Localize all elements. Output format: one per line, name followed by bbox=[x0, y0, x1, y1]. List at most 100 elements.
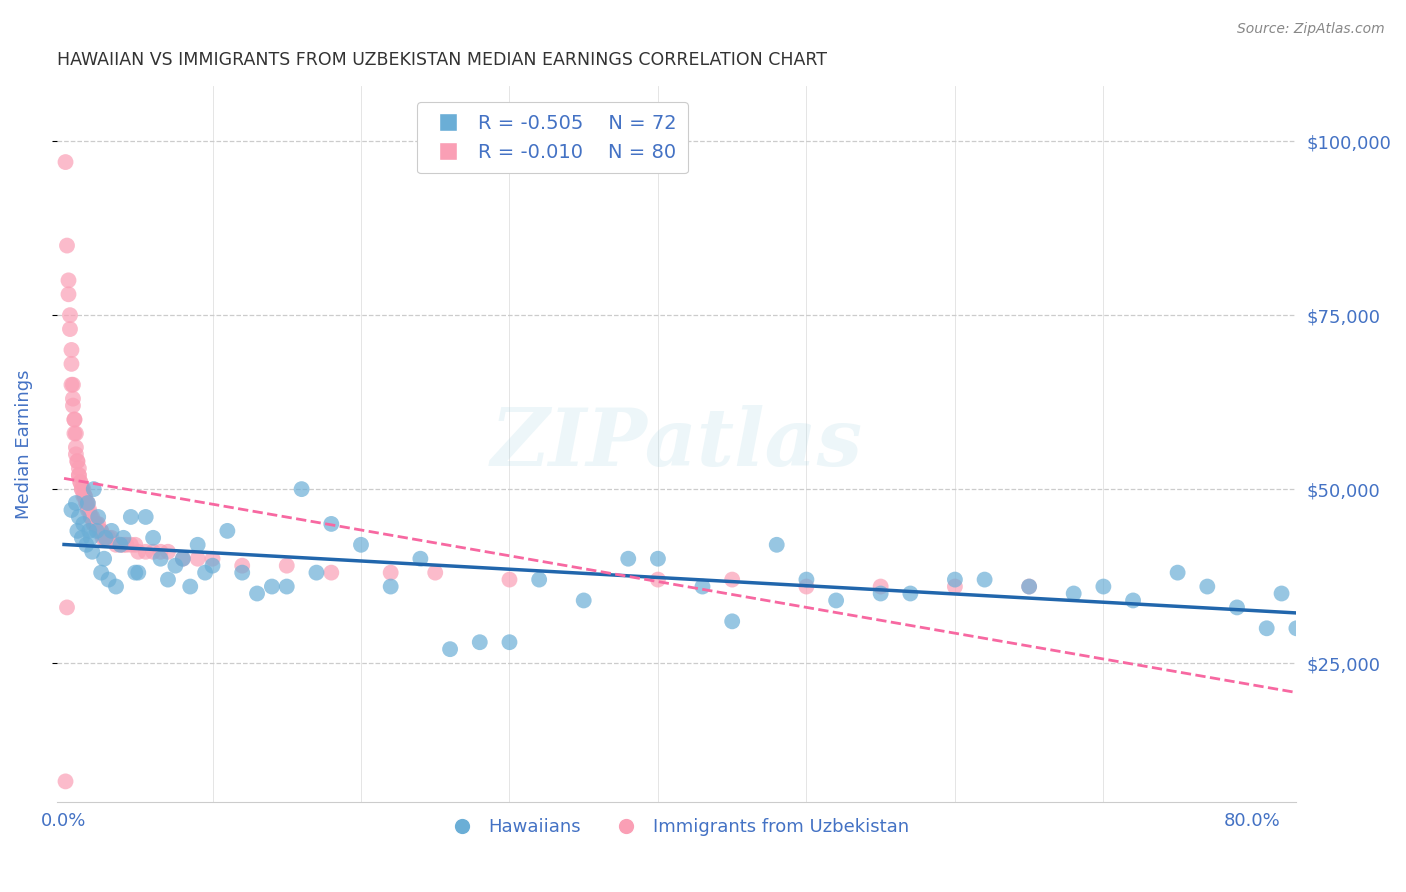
Point bbox=[127, 545, 149, 559]
Point bbox=[617, 551, 640, 566]
Point bbox=[67, 510, 90, 524]
Point bbox=[1226, 600, 1249, 615]
Point bbox=[77, 503, 100, 517]
Point bbox=[63, 426, 86, 441]
Point bbox=[127, 566, 149, 580]
Point bbox=[115, 538, 138, 552]
Point bbox=[56, 600, 79, 615]
Point bbox=[201, 558, 224, 573]
Point bbox=[91, 531, 114, 545]
Point bbox=[69, 475, 91, 490]
Point bbox=[149, 545, 172, 559]
Point bbox=[82, 510, 104, 524]
Point bbox=[194, 566, 217, 580]
Point bbox=[94, 531, 117, 545]
Point bbox=[869, 580, 891, 594]
Point bbox=[67, 468, 90, 483]
Point bbox=[67, 468, 90, 483]
Point bbox=[94, 531, 117, 545]
Point bbox=[179, 580, 201, 594]
Point bbox=[110, 538, 132, 552]
Point bbox=[58, 287, 80, 301]
Point bbox=[83, 516, 105, 531]
Point bbox=[943, 580, 966, 594]
Point bbox=[97, 531, 120, 545]
Point bbox=[276, 580, 298, 594]
Point bbox=[468, 635, 491, 649]
Point bbox=[60, 503, 83, 517]
Point bbox=[105, 538, 128, 552]
Point bbox=[796, 580, 818, 594]
Point bbox=[77, 524, 100, 538]
Point bbox=[156, 545, 179, 559]
Point bbox=[93, 531, 115, 545]
Point bbox=[65, 496, 87, 510]
Point bbox=[56, 238, 79, 252]
Point bbox=[62, 377, 84, 392]
Point bbox=[76, 503, 98, 517]
Text: Source: ZipAtlas.com: Source: ZipAtlas.com bbox=[1237, 22, 1385, 37]
Text: ZIPatlas: ZIPatlas bbox=[491, 405, 862, 483]
Point bbox=[380, 580, 402, 594]
Point bbox=[187, 551, 209, 566]
Point bbox=[260, 580, 283, 594]
Point bbox=[721, 573, 744, 587]
Point bbox=[65, 441, 87, 455]
Point bbox=[943, 573, 966, 587]
Point bbox=[135, 510, 157, 524]
Point bbox=[73, 489, 96, 503]
Point bbox=[76, 496, 98, 510]
Point bbox=[80, 510, 103, 524]
Point bbox=[67, 461, 90, 475]
Point bbox=[321, 566, 343, 580]
Point bbox=[305, 566, 328, 580]
Point bbox=[55, 155, 77, 169]
Point bbox=[124, 566, 146, 580]
Point bbox=[647, 573, 669, 587]
Point bbox=[66, 524, 89, 538]
Point bbox=[83, 516, 105, 531]
Point bbox=[86, 524, 108, 538]
Point bbox=[350, 538, 373, 552]
Point bbox=[72, 516, 94, 531]
Point bbox=[87, 516, 110, 531]
Point bbox=[246, 586, 269, 600]
Point bbox=[76, 496, 98, 510]
Point bbox=[65, 447, 87, 461]
Point bbox=[59, 308, 82, 322]
Point bbox=[72, 482, 94, 496]
Point bbox=[70, 482, 93, 496]
Point bbox=[527, 573, 550, 587]
Point bbox=[647, 551, 669, 566]
Point bbox=[62, 392, 84, 406]
Point bbox=[1285, 621, 1308, 635]
Text: HAWAIIAN VS IMMIGRANTS FROM UZBEKISTAN MEDIAN EARNINGS CORRELATION CHART: HAWAIIAN VS IMMIGRANTS FROM UZBEKISTAN M… bbox=[56, 51, 827, 69]
Point bbox=[60, 377, 83, 392]
Point bbox=[62, 399, 84, 413]
Point bbox=[89, 524, 111, 538]
Point bbox=[105, 580, 128, 594]
Point bbox=[149, 551, 172, 566]
Point bbox=[58, 273, 80, 287]
Point bbox=[172, 551, 194, 566]
Point bbox=[765, 538, 787, 552]
Point bbox=[120, 510, 142, 524]
Point bbox=[90, 566, 112, 580]
Point bbox=[380, 566, 402, 580]
Point bbox=[869, 586, 891, 600]
Point bbox=[97, 573, 120, 587]
Point bbox=[498, 635, 520, 649]
Point bbox=[796, 573, 818, 587]
Point bbox=[66, 454, 89, 468]
Point bbox=[409, 551, 432, 566]
Point bbox=[217, 524, 239, 538]
Point bbox=[87, 510, 110, 524]
Point bbox=[73, 489, 96, 503]
Point bbox=[100, 531, 122, 545]
Point bbox=[60, 357, 83, 371]
Point bbox=[82, 545, 104, 559]
Point bbox=[69, 475, 91, 490]
Y-axis label: Median Earnings: Median Earnings bbox=[15, 369, 32, 518]
Point bbox=[898, 586, 921, 600]
Point bbox=[172, 551, 194, 566]
